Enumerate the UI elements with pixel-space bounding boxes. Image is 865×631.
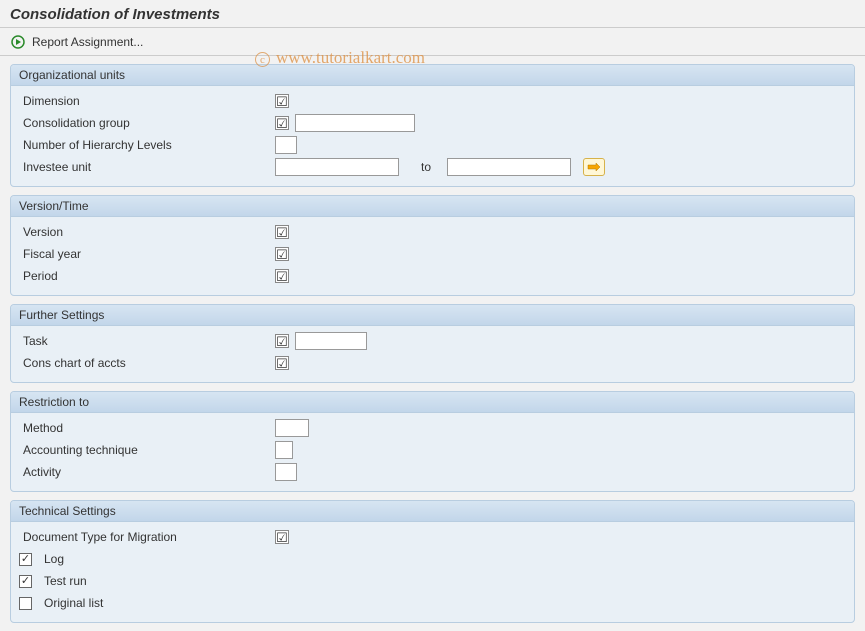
group-version-time: Version/Time Version Fiscal year Period	[10, 195, 855, 296]
doctype-indicator-icon	[275, 530, 289, 544]
group-header-version: Version/Time	[11, 196, 854, 217]
version-label: Version	[19, 225, 269, 239]
period-indicator-icon	[275, 269, 289, 283]
method-label: Method	[19, 421, 269, 435]
acct-tech-label: Accounting technique	[19, 443, 269, 457]
original-list-label: Original list	[44, 596, 103, 610]
group-org-units: Organizational units Dimension Consolida…	[10, 64, 855, 187]
group-header-org: Organizational units	[11, 65, 854, 86]
method-input[interactable]	[275, 419, 309, 437]
task-indicator-icon	[275, 334, 289, 348]
period-label: Period	[19, 269, 269, 283]
investee-label: Investee unit	[19, 160, 269, 174]
coa-indicator-icon	[275, 356, 289, 370]
group-header-further: Further Settings	[11, 305, 854, 326]
group-technical: Technical Settings Document Type for Mig…	[10, 500, 855, 623]
task-label: Task	[19, 334, 269, 348]
task-input[interactable]	[295, 332, 367, 350]
original-list-checkbox[interactable]	[19, 597, 32, 610]
fiscal-year-label: Fiscal year	[19, 247, 269, 261]
investee-to-input[interactable]	[447, 158, 571, 176]
hier-levels-input[interactable]	[275, 136, 297, 154]
acct-tech-input[interactable]	[275, 441, 293, 459]
activity-input[interactable]	[275, 463, 297, 481]
log-checkbox[interactable]	[19, 553, 32, 566]
title-bar: Consolidation of Investments	[0, 0, 865, 28]
hier-levels-label: Number of Hierarchy Levels	[19, 138, 269, 152]
investee-to-label: to	[421, 160, 431, 174]
execute-icon[interactable]	[10, 34, 26, 50]
group-header-restriction: Restriction to	[11, 392, 854, 413]
investee-from-input[interactable]	[275, 158, 399, 176]
dimension-indicator-icon	[275, 94, 289, 108]
cons-group-label: Consolidation group	[19, 116, 269, 130]
cons-group-indicator-icon	[275, 116, 289, 130]
coa-label: Cons chart of accts	[19, 356, 269, 370]
page-title: Consolidation of Investments	[10, 6, 855, 23]
report-assignment-link[interactable]: Report Assignment...	[32, 35, 143, 49]
toolbar: Report Assignment...	[0, 28, 865, 56]
version-indicator-icon	[275, 225, 289, 239]
activity-label: Activity	[19, 465, 269, 479]
doctype-label: Document Type for Migration	[19, 530, 269, 544]
group-restriction: Restriction to Method Accounting techniq…	[10, 391, 855, 492]
test-run-checkbox[interactable]	[19, 575, 32, 588]
dimension-label: Dimension	[19, 94, 269, 108]
cons-group-input[interactable]	[295, 114, 415, 132]
group-further-settings: Further Settings Task Cons chart of acct…	[10, 304, 855, 383]
content-area: Organizational units Dimension Consolida…	[0, 56, 865, 631]
group-header-technical: Technical Settings	[11, 501, 854, 522]
investee-multi-select-button[interactable]	[583, 158, 605, 176]
fiscal-year-indicator-icon	[275, 247, 289, 261]
log-label: Log	[44, 552, 64, 566]
test-run-label: Test run	[44, 574, 87, 588]
